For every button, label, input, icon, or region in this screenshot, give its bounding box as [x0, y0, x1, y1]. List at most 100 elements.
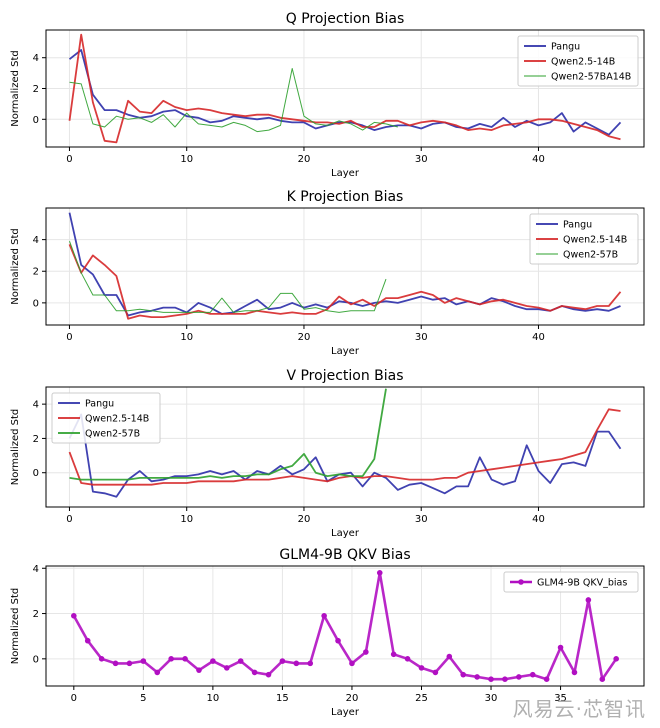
y-tick-label: 2	[33, 434, 39, 445]
data-point	[126, 660, 133, 667]
data-point	[390, 651, 397, 658]
x-tick-label: 0	[66, 514, 72, 525]
y-tick-label: 0	[33, 298, 39, 309]
data-point	[71, 613, 77, 619]
legend-box	[529, 213, 639, 265]
x-tick-label: 10	[207, 693, 220, 704]
legend-box	[503, 571, 639, 593]
chart-panel-3: 0 10 20 30 40 0 2 4 V Projection Bias Layer Normal…	[10, 368, 645, 539]
x-tick-label: 0	[66, 332, 72, 343]
x-tick-label: 40	[532, 514, 545, 525]
data-point	[168, 656, 174, 662]
x-tick-label: 30	[415, 154, 428, 165]
x-tick-label: 0	[66, 154, 72, 165]
plot-frame	[45, 207, 645, 326]
data-point	[418, 665, 425, 671]
x-tick-label: 20	[298, 514, 311, 525]
legend-label: Pangu	[563, 220, 592, 231]
legend-label: Qwen2-57B	[85, 429, 140, 440]
legend-marker	[518, 579, 524, 585]
series-line-1	[68, 413, 622, 498]
data-point	[376, 569, 383, 576]
series-line-2	[68, 244, 622, 320]
chart-title: GLM4-9B QKV Bias	[279, 547, 410, 563]
legend-label: Qwen2-57B	[563, 250, 618, 261]
x-tick-label: 10	[180, 154, 193, 165]
y-tick-label: 4	[33, 400, 39, 411]
x-tick-label: 0	[71, 693, 77, 704]
plot-frame	[45, 565, 645, 687]
data-point	[446, 653, 453, 660]
y-tick-label: 4	[33, 235, 39, 246]
data-point	[237, 658, 244, 664]
data-point	[321, 613, 327, 619]
x-tick-label: 20	[298, 154, 311, 165]
y-tick-label: 4	[33, 564, 39, 575]
data-point	[140, 658, 147, 664]
legend-box	[517, 35, 639, 87]
data-point	[335, 637, 341, 644]
x-tick-label: 5	[140, 693, 146, 704]
series-line-1	[72, 571, 618, 681]
legend-box	[51, 392, 161, 444]
x-tick-label: 10	[180, 332, 193, 343]
x-tick-label: 10	[180, 514, 193, 525]
data-point	[585, 597, 592, 603]
x-tick-label: 40	[532, 154, 545, 165]
chart-title: V Projection Bias	[286, 368, 403, 384]
data-point	[404, 656, 411, 662]
y-tick-label: 0	[33, 654, 39, 665]
chart-panel-2: 0 10 20 30 40 0 2 4 K Projection Bias Layer Normal…	[10, 189, 645, 357]
x-axis-label: Layer	[331, 346, 360, 357]
chart-title: K Projection Bias	[287, 189, 404, 205]
data-point	[488, 676, 494, 683]
series-line-3	[69, 241, 387, 313]
y-tick-label: 4	[33, 53, 39, 64]
data-point	[460, 671, 467, 678]
data-point	[251, 669, 258, 676]
data-point	[474, 674, 480, 680]
series-line-3	[69, 68, 398, 133]
data-point	[307, 660, 314, 667]
data-point	[599, 676, 606, 683]
x-tick-label: 15	[276, 693, 289, 704]
data-point	[84, 637, 91, 644]
x-tick-label: 30	[415, 332, 428, 343]
chart-panel-1: 0 10 20 30 40 0 2 4 Q Projection Bias Layer Normal…	[10, 11, 645, 179]
data-point	[613, 656, 619, 662]
x-axis-label: Layer	[331, 707, 360, 718]
data-point	[571, 669, 578, 676]
series-line-3	[69, 388, 387, 481]
legend-label: Qwen2.5-14B	[563, 235, 627, 246]
data-point	[210, 658, 216, 664]
data-point	[349, 660, 355, 667]
data-point	[98, 656, 105, 662]
x-tick-label: 20	[346, 693, 359, 704]
plot-frame	[45, 386, 645, 508]
x-tick-label: 20	[298, 332, 311, 343]
legend-label: Qwen2.5-14B	[85, 414, 149, 425]
y-tick-label: 0	[33, 468, 39, 479]
watermark: 风易云·芯智讯	[512, 697, 646, 721]
data-point	[502, 676, 508, 683]
data-point	[363, 649, 369, 655]
data-point	[112, 660, 119, 667]
data-point	[265, 671, 272, 678]
data-point	[529, 671, 536, 678]
x-tick-label: 35	[554, 693, 567, 704]
data-point	[293, 660, 300, 667]
series-line-2	[68, 408, 621, 486]
legend-label: Qwen2.5-14B	[551, 57, 615, 68]
y-axis-label: Normalized Std	[10, 228, 21, 305]
x-tick-label: 30	[485, 693, 498, 704]
x-axis-label: Layer	[331, 168, 360, 179]
x-tick-label: 40	[532, 332, 545, 343]
y-tick-label: 2	[33, 267, 39, 278]
data-point	[223, 665, 230, 671]
data-point	[279, 658, 286, 664]
data-point	[182, 656, 188, 662]
data-point	[543, 676, 550, 683]
y-axis-label: Normalized Std	[10, 50, 21, 127]
data-point	[154, 669, 161, 676]
